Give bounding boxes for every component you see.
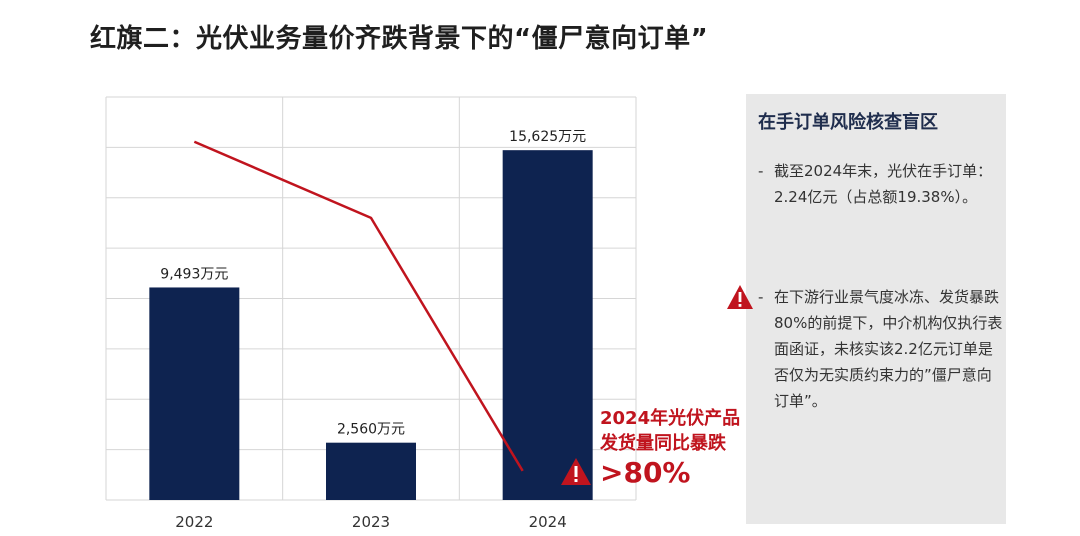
bar-2023 — [326, 442, 416, 500]
warning-mark-dot — [574, 479, 578, 482]
bar-value-label-2023: 2,560万元 — [337, 422, 405, 438]
trend-line — [193, 140, 524, 472]
x-tick-label-2024: 2024 — [529, 513, 567, 531]
annotation-line-3: >80% — [600, 456, 691, 489]
chart-annotation: 2024年光伏产品 发货量同比暴跌 >80% — [600, 406, 740, 490]
page-title: 红旗二：光伏业务量价齐跌背景下的“僵尸意向订单” — [90, 24, 709, 54]
annotation-line-1: 2024年光伏产品 — [600, 408, 741, 429]
x-tick-label-2023: 2023 — [352, 513, 390, 531]
bar-2024 — [502, 150, 593, 500]
bullet-dash: - — [758, 288, 764, 306]
warning-triangle-icon — [727, 285, 753, 309]
panel-item-risk-warning: - 在下游行业景气度冰冻、发货暴跌80%的前提下，中介机构仅执行表面函证，未核实… — [758, 284, 1004, 414]
annotation-line-2: 发货量同比暴跌 — [600, 433, 726, 454]
risk-panel: 在手订单风险核查盲区 - 截至2024年末，光伏在手订单：2.24亿元（占总额1… — [746, 94, 1006, 524]
panel-item-order-balance: - 截至2024年末，光伏在手订单：2.24亿元（占总额19.38%）。 — [758, 158, 1004, 210]
warning-mark-bar — [574, 466, 578, 477]
bar-value-label-2022: 9,493万元 — [160, 266, 228, 282]
panel-item-text: 在下游行业景气度冰冻、发货暴跌80%的前提下，中介机构仅执行表面函证，未核实该2… — [774, 288, 1003, 410]
panel-item-text: 截至2024年末，光伏在手订单：2.24亿元（占总额19.38%）。 — [774, 162, 993, 206]
bar-value-label-2024: 15,625万元 — [509, 129, 586, 145]
x-tick-label-2022: 2022 — [175, 513, 213, 531]
bullet-dash: - — [758, 162, 764, 180]
bar-2022 — [149, 287, 240, 500]
panel-title: 在手订单风险核查盲区 — [758, 112, 938, 133]
